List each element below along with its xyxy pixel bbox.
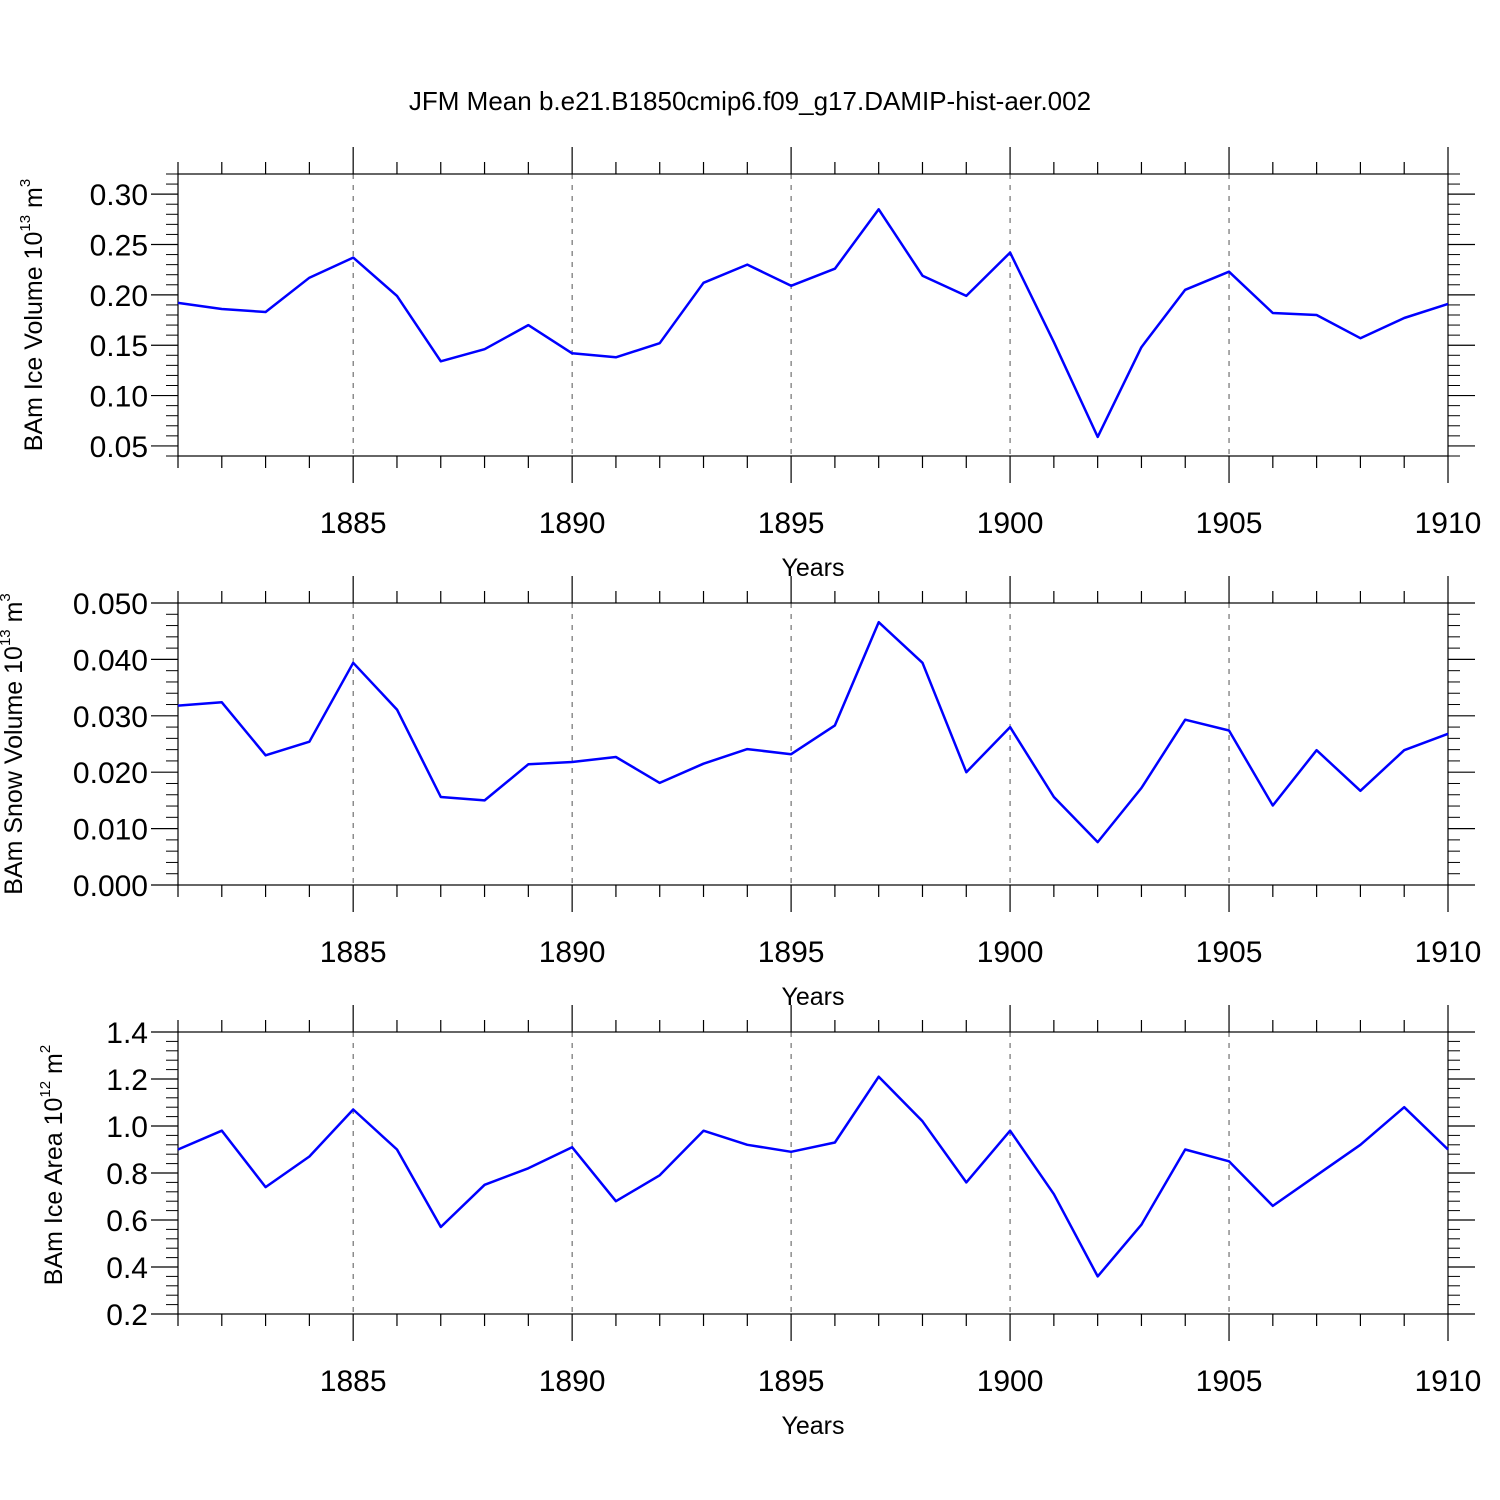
y-tick-label: 0.8 bbox=[106, 1158, 148, 1191]
chart-panel-1: 0.05 0.10 0.15 0.20 0.25 0.30 1885 1890 1895 1900… bbox=[17, 147, 1481, 582]
y-axis-label-superscript: 2 bbox=[37, 1045, 54, 1053]
x-tick-label: 1885 bbox=[320, 507, 387, 540]
series-line bbox=[177, 620, 1449, 844]
chart-title: JFM Mean b.e21.B1850cmip6.f09_g17.DAMIP-… bbox=[409, 86, 1091, 116]
x-tick-label: 1885 bbox=[320, 1365, 387, 1398]
x-tick-label: 1910 bbox=[1415, 507, 1482, 540]
y-tick-label: 0.000 bbox=[73, 870, 148, 903]
y-tick-label: 0.4 bbox=[106, 1252, 148, 1285]
series-line bbox=[177, 208, 1449, 439]
x-axis-label: Years bbox=[781, 554, 844, 582]
plot-frame bbox=[177, 602, 1449, 886]
y-axis-label-superscript: 3 bbox=[17, 179, 34, 187]
y-axis-label: BAm Ice Volume 1013 m3 bbox=[17, 179, 48, 451]
y-tick-label: 1.4 bbox=[106, 1017, 148, 1050]
x-axis-label: Years bbox=[781, 1412, 844, 1440]
y-axis-label: BAm Ice Area 1012 m2 bbox=[37, 1045, 68, 1285]
y-axis-label-superscript: 3 bbox=[0, 593, 14, 601]
y-axis-label-part: BAm Ice Area 10 bbox=[40, 1098, 68, 1286]
series-line bbox=[177, 1075, 1449, 1278]
y-tick-label: 0.010 bbox=[73, 814, 148, 847]
x-tick-label: 1895 bbox=[758, 507, 825, 540]
y-axis-label-part: m bbox=[0, 602, 28, 630]
y-tick-label: 0.2 bbox=[106, 1299, 148, 1332]
y-axis-label-part: BAm Ice Volume 10 bbox=[20, 232, 48, 452]
y-tick-label: 1.0 bbox=[106, 1111, 148, 1144]
x-tick-label: 1905 bbox=[1196, 1365, 1263, 1398]
y-tick-label: 0.30 bbox=[90, 179, 148, 212]
x-tick-label: 1905 bbox=[1196, 507, 1263, 540]
x-tick-label: 1890 bbox=[539, 1365, 606, 1398]
x-tick-label: 1910 bbox=[1415, 936, 1482, 969]
x-tick-label: 1900 bbox=[977, 1365, 1044, 1398]
y-tick-label: 0.05 bbox=[90, 431, 148, 464]
y-axis-label-part: BAm Snow Volume 10 bbox=[0, 646, 28, 895]
y-tick-label: 0.040 bbox=[73, 644, 148, 677]
y-tick-label: 0.25 bbox=[90, 230, 148, 263]
y-tick-label: 0.20 bbox=[90, 280, 148, 313]
x-tick-label: 1900 bbox=[977, 936, 1044, 969]
y-tick-label: 0.6 bbox=[106, 1205, 148, 1238]
x-tick-label: 1900 bbox=[977, 507, 1044, 540]
y-tick-label: 0.030 bbox=[73, 701, 148, 734]
y-axis-label-part: m bbox=[20, 187, 48, 215]
y-axis-label-superscript: 13 bbox=[17, 215, 34, 232]
y-tick-label: 0.15 bbox=[90, 330, 148, 363]
x-tick-label: 1890 bbox=[539, 507, 606, 540]
x-tick-label: 1885 bbox=[320, 936, 387, 969]
chart-panel-2: 0.000 0.010 0.020 0.030 0.040 0.050 1885 1890 18… bbox=[0, 576, 1481, 1011]
y-tick-label: 1.2 bbox=[106, 1064, 148, 1097]
x-tick-label: 1910 bbox=[1415, 1365, 1482, 1398]
x-tick-label: 1890 bbox=[539, 936, 606, 969]
y-axis-label-superscript: 12 bbox=[37, 1081, 54, 1098]
y-axis-label-superscript: 13 bbox=[0, 629, 14, 646]
x-tick-label: 1895 bbox=[758, 936, 825, 969]
x-tick-label: 1905 bbox=[1196, 936, 1263, 969]
y-tick-label: 0.020 bbox=[73, 757, 148, 790]
y-axis-label-part: m bbox=[40, 1053, 68, 1081]
y-tick-label: 0.10 bbox=[90, 381, 148, 414]
y-axis-label: BAm Snow Volume 1013 m3 bbox=[0, 593, 28, 895]
x-axis-label: Years bbox=[781, 983, 844, 1011]
y-tick-label: 0.050 bbox=[73, 588, 148, 621]
x-tick-label: 1895 bbox=[758, 1365, 825, 1398]
chart-panel-3: 0.2 0.4 0.6 0.8 1.0 1.2 1.4 1885 1890 1895 1900 190… bbox=[37, 1005, 1481, 1440]
